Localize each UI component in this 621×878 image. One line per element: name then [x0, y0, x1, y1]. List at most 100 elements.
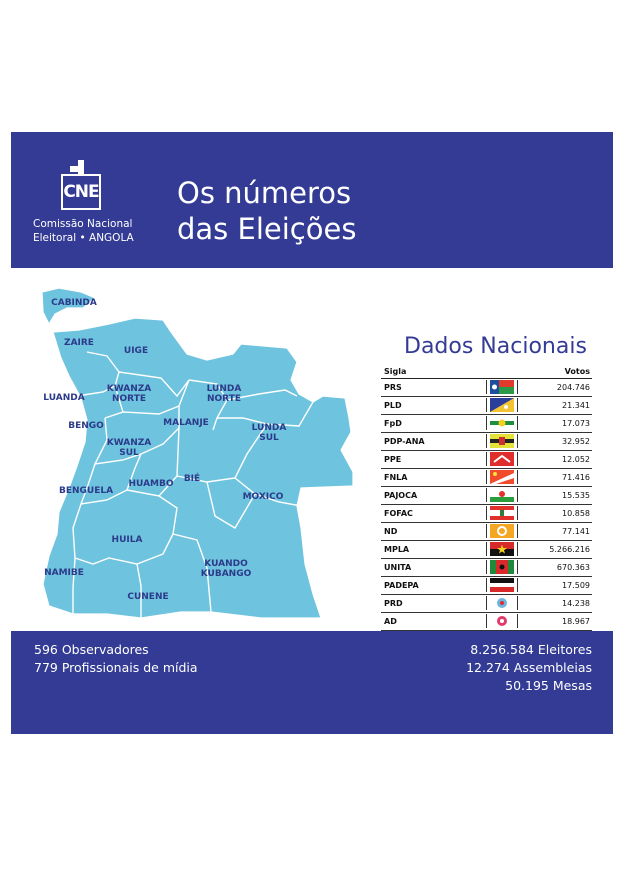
- party-votes: 14.238: [562, 599, 590, 608]
- angola-mainland: [42, 317, 354, 619]
- province-label: KWANZA SUL: [106, 438, 152, 458]
- title-line1: Os números: [177, 176, 352, 210]
- province-label: CABINDA: [51, 298, 97, 308]
- party-votes: 71.416: [562, 473, 590, 482]
- col-sigla-header: Sigla: [384, 367, 407, 376]
- fnla-flag-icon: [486, 470, 518, 484]
- province-label: LUNDA NORTE: [206, 384, 242, 404]
- province-label: HUAMBO: [128, 479, 174, 489]
- province-cabinda: [41, 287, 96, 325]
- border-luanda-bengo: [76, 385, 124, 419]
- page-title: Os números das Eleições: [177, 175, 356, 247]
- table-row: UNITA 670.363: [381, 559, 592, 577]
- unita-flag-icon: [486, 560, 518, 574]
- mpla-flag-icon: [486, 542, 518, 556]
- party-sigla: FpD: [384, 419, 402, 428]
- province-label: HUILA: [111, 535, 143, 545]
- border-kuando-kubango: [172, 533, 212, 613]
- ad-flag-icon: [486, 614, 518, 628]
- table-row: FOFAC 10.858: [381, 505, 592, 523]
- province-label: NAMIBE: [44, 568, 84, 578]
- party-votes: 21.341: [562, 401, 590, 410]
- logo-text-line2: Eleitoral • ANGOLA: [33, 232, 134, 244]
- party-sigla: PPE: [384, 455, 402, 464]
- pdp-ana-flag-icon: [486, 434, 518, 448]
- border-zaire-uige: [86, 351, 120, 387]
- province-label: BENGUELA: [58, 486, 114, 496]
- party-votes: 32.952: [562, 437, 590, 446]
- ppe-flag-icon: [486, 452, 518, 466]
- votes-table: Sigla Votos PRS 204.746 PLD 21.341 FpD 17.073…: [381, 366, 592, 631]
- table-row: PRS 204.746: [381, 379, 592, 397]
- fpd-flag-icon: [486, 416, 518, 430]
- pld-flag-icon: [486, 398, 518, 412]
- party-votes: 18.967: [562, 617, 590, 626]
- border-bie-kk: [206, 481, 256, 529]
- prd-flag-icon: [486, 596, 518, 610]
- observers-count: 596 Observadores: [34, 642, 149, 657]
- prs-flag-icon: [486, 380, 518, 394]
- province-label: LUNDA SUL: [251, 423, 287, 443]
- border-lunda-norte: [226, 389, 298, 401]
- footer-banner: 596 Observadores 779 Profissionais de mí…: [11, 631, 613, 734]
- province-label: BENGO: [68, 421, 104, 431]
- table-row: MPLA 5.266.216: [381, 541, 592, 559]
- party-votes: 670.363: [556, 563, 590, 572]
- party-sigla: PRD: [384, 599, 403, 608]
- party-votes: 17.509: [562, 581, 590, 590]
- party-sigla: PLD: [384, 401, 402, 410]
- border-benguela: [79, 453, 142, 505]
- logo-mark-notch: [70, 166, 82, 172]
- logo-text-line1: Comissão Nacional: [33, 218, 133, 230]
- assemblies-count: 12.274 Assembleias: [466, 660, 592, 675]
- party-sigla: FOFAC: [384, 509, 413, 518]
- party-sigla: AD: [384, 617, 397, 626]
- party-votes: 5.266.216: [549, 545, 590, 554]
- col-votos-header: Votos: [564, 367, 590, 376]
- table-header: Sigla Votos: [381, 366, 592, 379]
- border-namibe: [72, 557, 76, 614]
- table-row: ND 77.141: [381, 523, 592, 541]
- party-votes: 204.746: [556, 383, 590, 392]
- province-label: LUANDA: [43, 393, 85, 403]
- border-kwanza-sul: [93, 406, 180, 465]
- party-votes: 17.073: [562, 419, 590, 428]
- party-sigla: PAJOCA: [384, 491, 418, 500]
- party-sigla: UNITA: [384, 563, 412, 572]
- party-votes: 77.141: [562, 527, 590, 536]
- cne-logo: CNE Comissão Nacional Eleitoral • ANGOLA: [33, 156, 143, 246]
- voters-count: 8.256.584 Eleitores: [470, 642, 592, 657]
- media-professionals-count: 779 Profissionais de mídia: [34, 660, 198, 675]
- party-votes: 10.858: [562, 509, 590, 518]
- party-votes: 12.052: [562, 455, 590, 464]
- angola-map: [41, 287, 354, 619]
- border-huila: [72, 495, 178, 565]
- pajoca-flag-icon: [486, 488, 518, 502]
- header-banner: CNE Comissão Nacional Eleitoral • ANGOLA…: [11, 132, 613, 268]
- border-huambo: [126, 427, 180, 497]
- province-label: KWANZA NORTE: [106, 384, 152, 404]
- party-sigla: ND: [384, 527, 398, 536]
- province-label: ZAIRE: [64, 338, 94, 348]
- border-cunene: [136, 563, 142, 618]
- table-title: Dados Nacionais: [404, 334, 587, 359]
- table-row: AD 18.967: [381, 613, 592, 631]
- province-label: UIGE: [123, 346, 149, 356]
- party-sigla: PADEPA: [384, 581, 419, 590]
- province-label: BIÉ: [183, 474, 201, 484]
- table-row: PDP-ANA 32.952: [381, 433, 592, 451]
- province-label: MOXICO: [242, 492, 284, 502]
- party-votes: 15.535: [562, 491, 590, 500]
- party-sigla: MPLA: [384, 545, 410, 554]
- border-kwanza-norte: [122, 379, 190, 415]
- table-row: PRD 14.238: [381, 595, 592, 613]
- table-row: PLD 21.341: [381, 397, 592, 415]
- party-sigla: PDP-ANA: [384, 437, 425, 446]
- party-sigla: FNLA: [384, 473, 408, 482]
- logo-mark: CNE: [61, 174, 101, 210]
- border-uige: [118, 371, 190, 398]
- padepa-flag-icon: [486, 578, 518, 592]
- table-row: FNLA 71.416: [381, 469, 592, 487]
- table-row: PADEPA 17.509: [381, 577, 592, 595]
- border-moxico: [234, 477, 302, 507]
